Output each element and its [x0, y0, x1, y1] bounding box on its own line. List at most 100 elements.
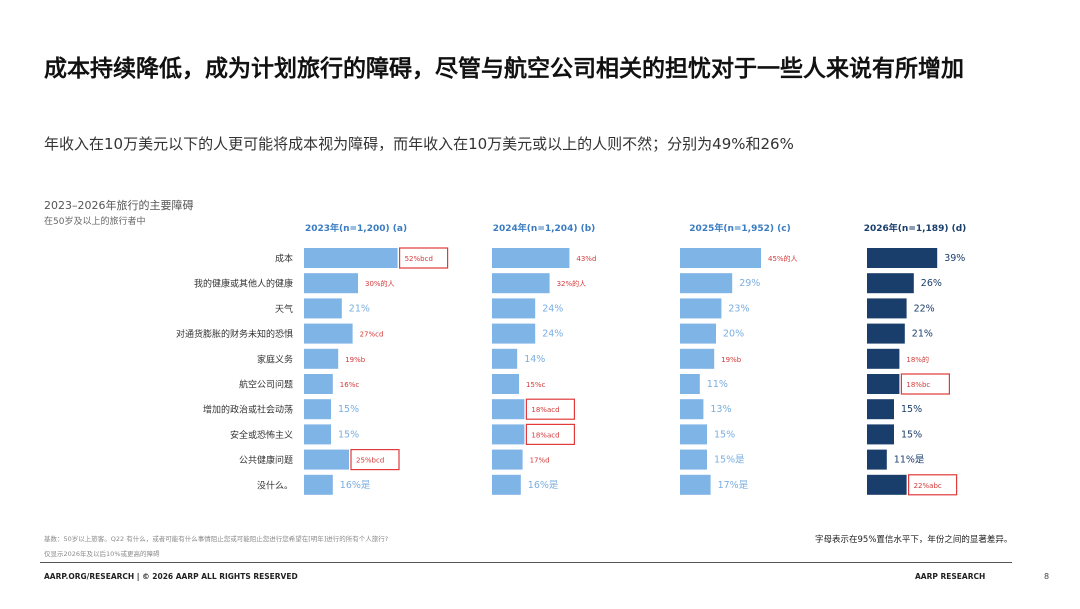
bar — [492, 348, 518, 369]
bar — [680, 399, 704, 420]
bar — [680, 323, 716, 344]
data-label: 16%c — [340, 381, 360, 389]
data-label: 18%acd — [531, 431, 559, 439]
significance-note: 字母表示在95%置信水平下，年份之间的显著差异。 — [815, 535, 1013, 545]
bar — [492, 374, 519, 394]
bar — [680, 449, 707, 470]
data-label: 17%是 — [718, 480, 749, 491]
data-label: 32%的人 — [557, 279, 587, 288]
bar — [492, 248, 570, 268]
bar — [680, 474, 711, 495]
bar — [304, 449, 349, 470]
bar — [304, 273, 358, 294]
significance-highlight-box — [900, 373, 951, 395]
footnote-threshold: 仅显示2026年及以后10%或更高的障碍 — [44, 550, 160, 558]
category-label: 公共健康问题 — [239, 454, 293, 466]
bar — [867, 273, 914, 294]
data-label: 15% — [338, 429, 359, 440]
data-label: 20% — [723, 329, 744, 340]
data-label: 11%是 — [894, 455, 925, 466]
series-header: 2025年(n=1,952) (c) — [689, 222, 790, 234]
bar-chart: 成本我的健康或其他人的健康天气对通货膨胀的财务未知的恐惧家庭义务航空公司问题增加… — [176, 222, 967, 496]
page-subtitle: 年收入在10万美元以下的人更可能将成本视为障碍，而年收入在10万美元或以上的人则… — [44, 135, 794, 153]
series-header: 2024年(n=1,204) (b) — [493, 222, 596, 234]
bar — [304, 374, 333, 394]
data-label: 18%的 — [906, 355, 929, 364]
bar — [867, 424, 894, 445]
footnote-base: 基数：50岁以上旅客。Q22 有什么，或者可能有什么事情阻止您或可能阻止您进行您… — [44, 535, 389, 543]
bar — [680, 248, 761, 268]
category-label: 天气 — [275, 303, 293, 315]
footer-brand: AARP RESEARCH — [915, 572, 986, 581]
data-label: 15% — [338, 404, 359, 415]
significance-highlight-box — [525, 423, 576, 445]
bar — [867, 348, 900, 369]
data-label: 16%是 — [528, 480, 559, 491]
data-label: 19%b — [345, 356, 366, 364]
data-label: 25%bcd — [356, 457, 384, 465]
data-label: 24% — [542, 329, 563, 340]
page-title: 成本持续降低，成为计划旅行的障碍，尽管与航空公司相关的担忧对于一些人来说有所增加 — [44, 56, 964, 82]
data-label: 30%的人 — [365, 279, 395, 288]
bar — [867, 399, 894, 420]
footer-divider — [40, 562, 1012, 563]
bar — [867, 323, 905, 344]
data-label: 21% — [912, 329, 933, 340]
bar — [304, 399, 331, 420]
data-label: 13% — [710, 404, 731, 415]
data-label: 26% — [921, 278, 942, 289]
bar — [680, 273, 733, 294]
data-label: 52%bcd — [405, 255, 433, 263]
data-label: 24% — [542, 303, 563, 314]
category-label: 安全或恐怖主义 — [230, 429, 293, 441]
data-label: 29% — [739, 278, 760, 289]
category-label: 没什么。 — [257, 479, 293, 491]
bar — [492, 474, 521, 495]
data-label: 17%d — [530, 457, 550, 465]
bar — [304, 298, 342, 319]
data-label: 39% — [944, 253, 965, 264]
bar — [492, 449, 523, 470]
data-label: 22%abc — [914, 482, 942, 490]
significance-highlight-box — [907, 474, 958, 496]
chart-subtitle: 在50岁及以上的旅行者中 — [44, 217, 146, 227]
series-header: 2026年(n=1,189) (d) — [864, 222, 967, 234]
significance-highlight-box — [525, 398, 576, 420]
data-label: 21% — [349, 303, 370, 314]
data-label: 18%bc — [906, 381, 930, 389]
data-label: 18%acd — [531, 406, 559, 414]
bar — [680, 424, 707, 445]
data-label: 15%是 — [714, 455, 745, 466]
category-label: 航空公司问题 — [239, 379, 293, 391]
bar — [867, 248, 938, 268]
data-label: 22% — [914, 303, 935, 314]
bar — [304, 474, 333, 495]
data-label: 43%d — [576, 255, 596, 263]
category-label: 我的健康或其他人的健康 — [194, 278, 293, 290]
footer-copyright: AARP.ORG/RESEARCH | © 2026 AARP ALL RIGH… — [44, 572, 298, 581]
bar — [680, 374, 700, 394]
category-label: 对通货膨胀的财务未知的恐惧 — [176, 328, 293, 340]
bar — [304, 248, 398, 268]
bar — [867, 374, 900, 394]
chart-title: 2023–2026年旅行的主要障碍 — [44, 199, 194, 212]
series-header: 2023年(n=1,200) (a) — [305, 222, 407, 234]
bar — [492, 399, 525, 420]
data-label: 11% — [707, 379, 728, 390]
bar — [680, 298, 722, 319]
data-label: 14% — [524, 354, 545, 365]
bar — [867, 449, 887, 470]
bar — [304, 323, 353, 344]
page-number: 8 — [1044, 572, 1050, 581]
data-label: 15%c — [526, 381, 546, 389]
bar — [492, 323, 536, 344]
bar — [492, 424, 525, 445]
data-label: 45%的人 — [768, 254, 798, 263]
data-label: 27%cd — [360, 331, 384, 339]
significance-highlight-box — [350, 449, 400, 471]
bar — [492, 273, 550, 294]
significance-highlight-box — [399, 247, 449, 269]
category-label: 家庭义务 — [257, 353, 293, 365]
bar — [867, 298, 907, 319]
data-label: 23% — [728, 303, 749, 314]
